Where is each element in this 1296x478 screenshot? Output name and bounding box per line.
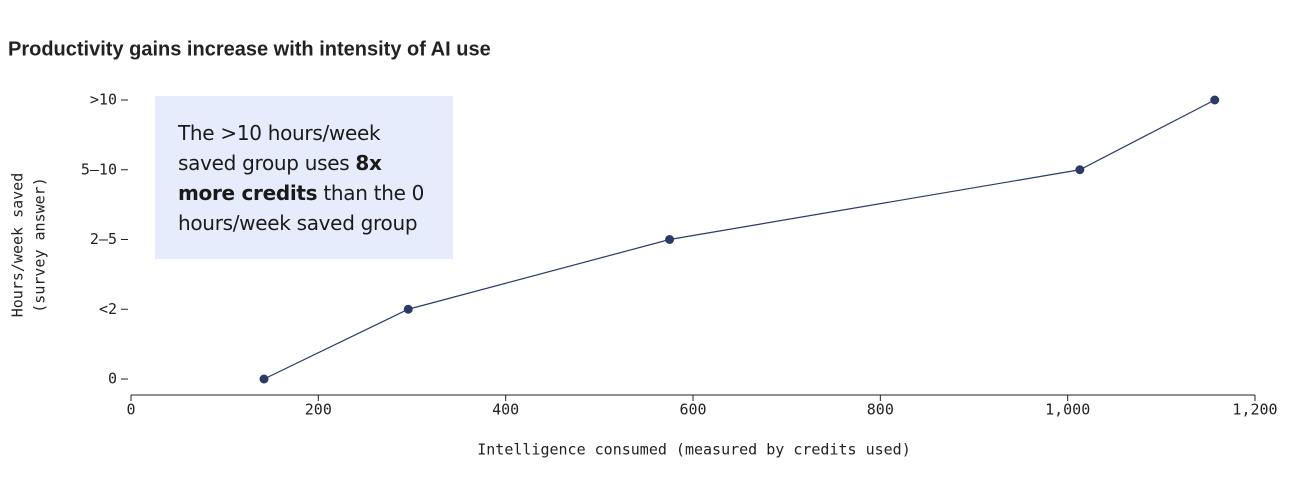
y-tick-label: 0 xyxy=(108,370,117,388)
annotation: The >10 hours/week saved group uses 8x m… xyxy=(155,96,453,259)
annotation-text: than the 0 hours/week saved group xyxy=(178,181,425,235)
x-axis-label: Intelligence consumed (measured by credi… xyxy=(477,441,910,459)
y-tick-label: >10 xyxy=(90,91,117,109)
chart-title: Productivity gains increase with intensi… xyxy=(8,38,491,60)
x-tick-label: 200 xyxy=(305,401,332,419)
y-axis-label: Hours/week saved xyxy=(9,173,27,318)
x-tick-label: 800 xyxy=(867,401,894,419)
annotation-bold: 8x more credits xyxy=(178,151,382,205)
point xyxy=(259,374,269,384)
y-axis-label-sub: (survey answer) xyxy=(31,177,49,312)
y-tick-label: 2–5 xyxy=(90,230,117,248)
point xyxy=(403,304,413,314)
x-tick-label: 400 xyxy=(492,401,519,419)
x-tick-label: 1,000 xyxy=(1045,401,1090,419)
annotation-text: The >10 hours/week saved group uses xyxy=(178,121,381,175)
x-tick-label: 0 xyxy=(126,401,135,419)
y-tick-label: 5–10 xyxy=(81,160,117,178)
x-tick-label: 600 xyxy=(679,401,706,419)
point xyxy=(1075,165,1085,175)
y-tick-label: <2 xyxy=(99,300,117,318)
point xyxy=(1210,95,1220,105)
point xyxy=(665,235,675,244)
x-tick-label: 1,200 xyxy=(1232,401,1277,419)
